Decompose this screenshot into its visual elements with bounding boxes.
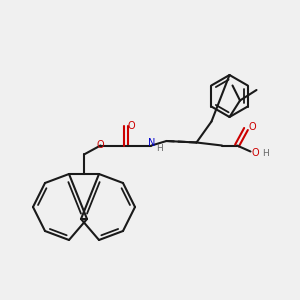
Text: N: N	[148, 138, 155, 148]
Text: H: H	[157, 144, 163, 153]
Text: O: O	[97, 140, 104, 151]
Text: O: O	[128, 121, 135, 131]
Text: H: H	[262, 148, 269, 158]
Text: O: O	[252, 148, 260, 158]
Text: O: O	[248, 122, 256, 132]
